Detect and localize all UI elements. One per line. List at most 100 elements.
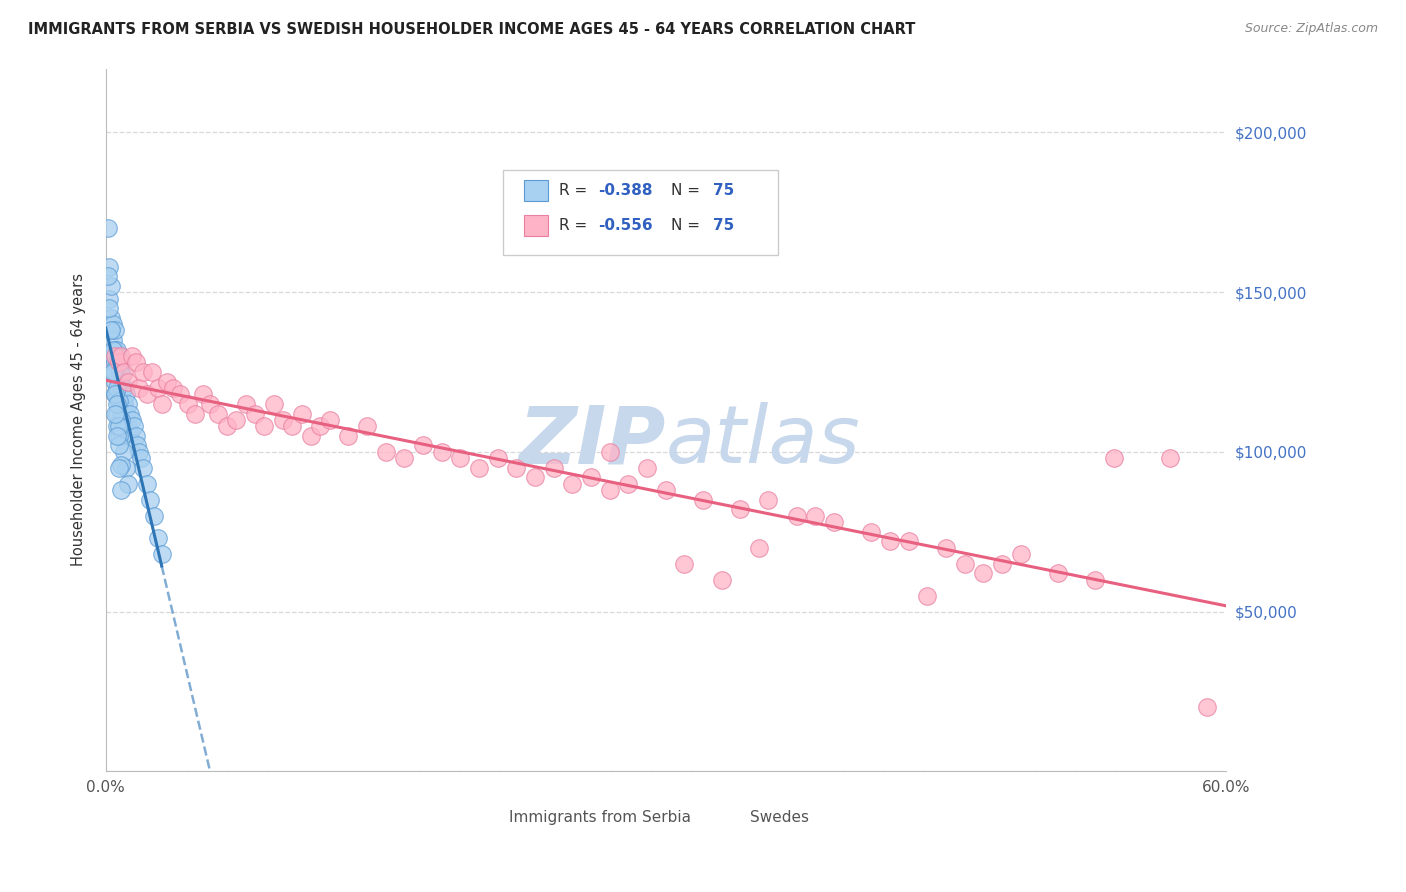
Point [636, 460, 658, 475]
Point [692, 492, 714, 507]
Point [101, 365, 124, 379]
Point [101, 343, 124, 357]
Point [101, 333, 124, 347]
Point [118, 407, 141, 421]
Point [271, 413, 294, 427]
Point [263, 397, 285, 411]
FancyBboxPatch shape [503, 170, 778, 255]
Point [110, 387, 132, 401]
Point [804, 508, 827, 523]
Point [105, 343, 128, 357]
Point [112, 416, 135, 430]
Text: Immigrants from Serbia: Immigrants from Serbia [509, 810, 690, 824]
Point [105, 368, 128, 383]
Point [118, 425, 141, 440]
Point [105, 381, 128, 395]
Point [599, 445, 621, 459]
Point [299, 429, 322, 443]
Point [104, 355, 127, 369]
Point [309, 419, 332, 434]
Point [122, 419, 145, 434]
Point [356, 419, 378, 434]
Point [253, 419, 276, 434]
Point [107, 419, 129, 434]
Point [748, 541, 770, 555]
Point [112, 381, 135, 395]
Point [710, 573, 733, 587]
Point [110, 355, 132, 369]
Point [117, 375, 139, 389]
Point [98, 301, 121, 315]
Text: 75: 75 [713, 183, 734, 198]
Point [117, 476, 139, 491]
Point [110, 368, 132, 383]
Point [107, 375, 129, 389]
Point [111, 368, 134, 383]
Text: N =: N = [672, 183, 706, 198]
Point [543, 460, 565, 475]
Point [100, 310, 122, 325]
Point [162, 381, 184, 395]
Text: 75: 75 [713, 218, 734, 233]
FancyBboxPatch shape [523, 215, 548, 235]
Point [991, 557, 1014, 571]
Point [105, 397, 128, 411]
Point [107, 355, 129, 369]
Point [135, 476, 157, 491]
Point [281, 419, 304, 434]
Point [394, 451, 416, 466]
Point [105, 407, 128, 421]
Point [673, 557, 696, 571]
Point [100, 323, 122, 337]
Point [110, 483, 132, 498]
Point [1197, 700, 1219, 714]
Point [449, 451, 471, 466]
Point [107, 361, 129, 376]
Point [243, 407, 266, 421]
Point [225, 413, 247, 427]
Point [823, 515, 845, 529]
Point [107, 393, 129, 408]
Point [104, 387, 127, 401]
Point [132, 460, 155, 475]
Point [129, 451, 152, 466]
Point [117, 419, 139, 434]
Point [107, 460, 129, 475]
Point [112, 397, 135, 411]
Point [374, 445, 396, 459]
Point [524, 470, 547, 484]
Point [117, 397, 139, 411]
Point [1102, 451, 1125, 466]
Point [132, 365, 155, 379]
Point [105, 429, 128, 443]
Point [128, 445, 150, 459]
Point [141, 365, 163, 379]
Point [104, 365, 127, 379]
Point [177, 397, 200, 411]
Point [879, 534, 901, 549]
Point [146, 531, 169, 545]
Y-axis label: Householder Income Ages 45 - 64 years: Householder Income Ages 45 - 64 years [72, 274, 86, 566]
Point [150, 397, 173, 411]
Text: atlas: atlas [666, 402, 860, 480]
Point [110, 413, 132, 427]
Point [105, 419, 128, 434]
Text: IMMIGRANTS FROM SERBIA VS SWEDISH HOUSEHOLDER INCOME AGES 45 - 64 YEARS CORRELAT: IMMIGRANTS FROM SERBIA VS SWEDISH HOUSEH… [28, 22, 915, 37]
Point [121, 349, 143, 363]
Point [599, 483, 621, 498]
Point [972, 566, 994, 581]
Point [207, 407, 229, 421]
Point [96, 221, 118, 235]
Point [100, 323, 122, 337]
Point [135, 387, 157, 401]
Point [730, 502, 752, 516]
Point [150, 547, 173, 561]
Point [100, 278, 122, 293]
Point [143, 508, 166, 523]
FancyBboxPatch shape [475, 808, 501, 830]
Point [121, 413, 143, 427]
Point [579, 470, 602, 484]
Point [107, 349, 129, 363]
Point [146, 381, 169, 395]
Point [505, 460, 527, 475]
